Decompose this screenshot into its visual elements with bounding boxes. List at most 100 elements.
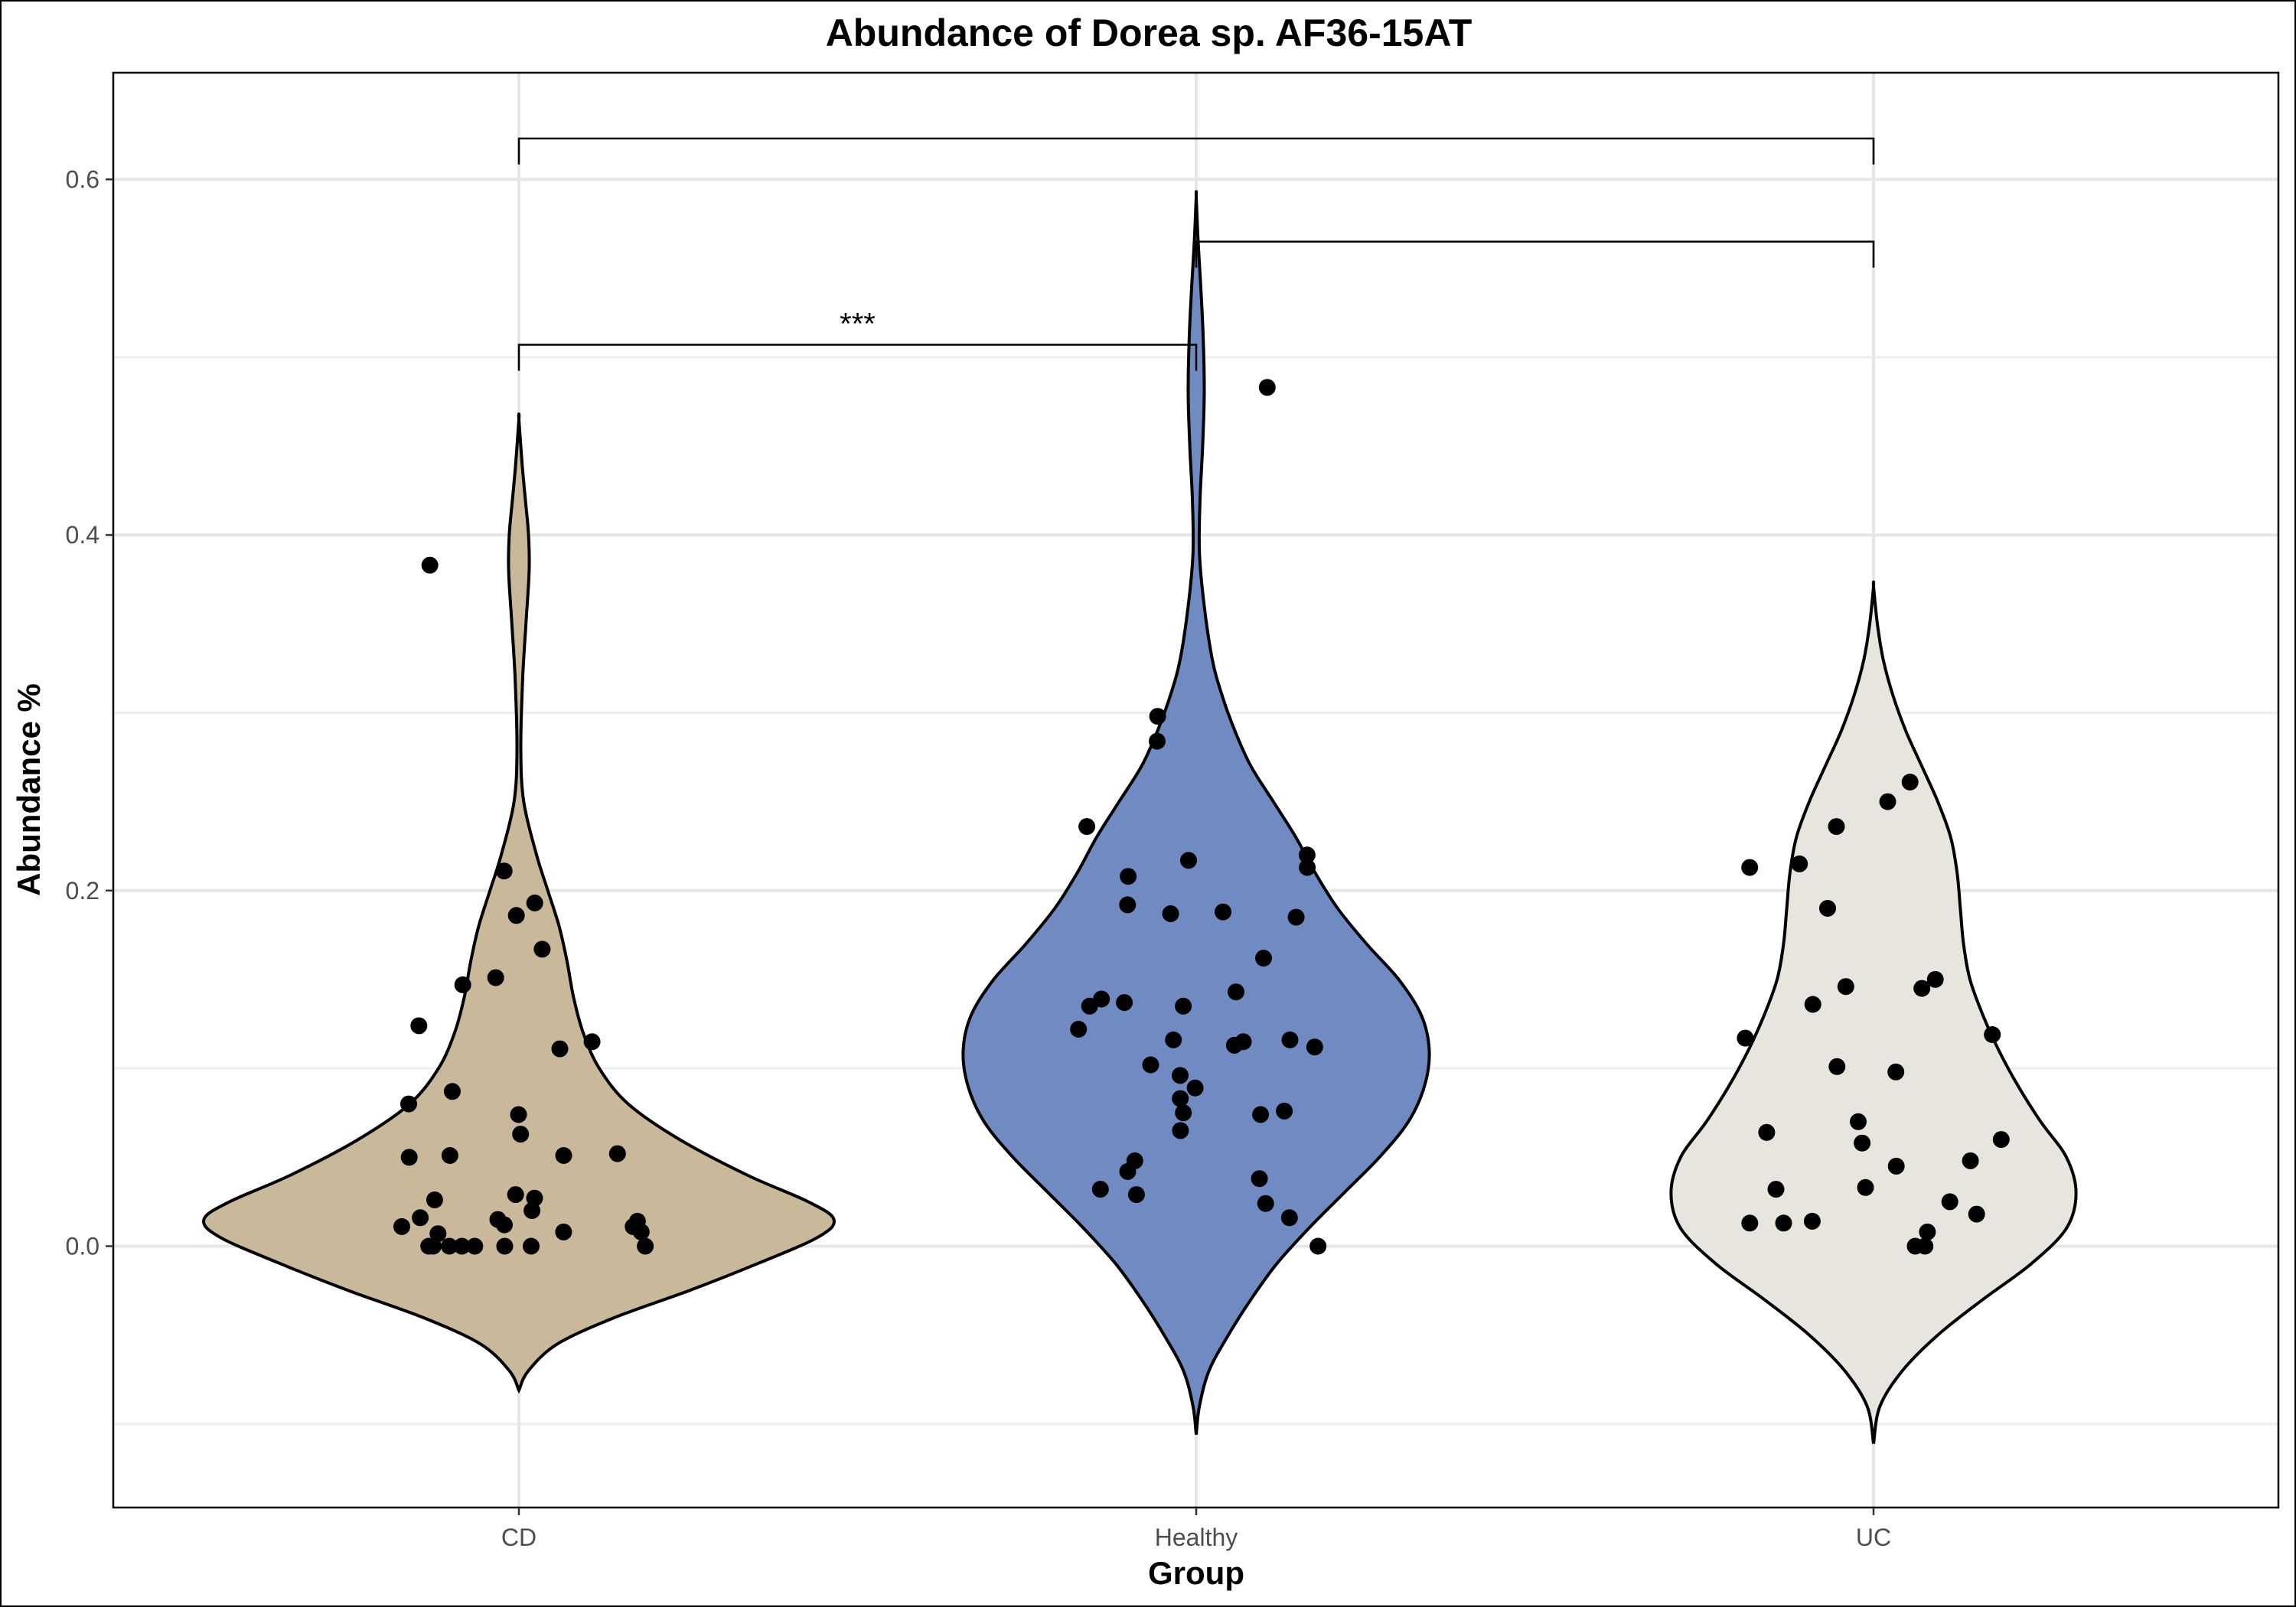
data-point-cd (489, 1211, 507, 1228)
data-point-healthy (1298, 846, 1316, 864)
data-point-healthy (1175, 997, 1192, 1015)
x-tick-label: CD (501, 1524, 536, 1551)
data-point-cd (410, 1017, 428, 1035)
data-point-cd (444, 1083, 461, 1100)
data-point-cd (583, 1033, 601, 1051)
x-tick-label: Healthy (1155, 1524, 1238, 1551)
data-point-cd (412, 1209, 429, 1227)
data-point-cd (496, 1237, 514, 1255)
data-point-uc (1803, 1212, 1821, 1230)
data-point-uc (1919, 1223, 1936, 1240)
data-point-healthy (1142, 1056, 1159, 1074)
data-point-healthy (1225, 1036, 1243, 1054)
data-point-healthy (1276, 1102, 1293, 1120)
significance-bracket (1195, 240, 1875, 268)
data-point-healthy (1172, 1067, 1189, 1084)
data-point-cd (393, 1217, 410, 1235)
data-point-uc (1775, 1214, 1792, 1232)
data-point-healthy (1116, 994, 1133, 1012)
violin-healthy (961, 190, 1431, 1435)
axes: 0.0 0.2 0.4 0.6 CD Healthy UC (66, 165, 1892, 1551)
data-point-cd (400, 1149, 418, 1166)
data-point-healthy (1180, 852, 1197, 869)
data-point-uc (1887, 1063, 1905, 1081)
data-point-uc (1968, 1205, 1985, 1223)
violins (202, 190, 2078, 1444)
data-point-healthy (1299, 859, 1316, 876)
x-tick-label: UC (1856, 1524, 1891, 1551)
data-point-healthy (1081, 997, 1098, 1015)
data-point-healthy (1119, 896, 1137, 914)
data-point-uc (1804, 996, 1821, 1013)
data-point-healthy (1175, 1104, 1192, 1122)
data-point-uc (1767, 1181, 1785, 1198)
data-point-uc (1913, 980, 1931, 997)
data-point-uc (1837, 978, 1854, 996)
data-point-cd (551, 1040, 569, 1058)
data-point-cd (507, 1186, 524, 1204)
y-tick-label: 0.4 (66, 521, 99, 549)
data-point-cd (555, 1147, 572, 1164)
data-point-cd (441, 1237, 458, 1255)
data-point-healthy (1255, 950, 1272, 967)
data-point-healthy (1078, 818, 1096, 836)
data-point-uc (1926, 970, 1944, 988)
data-point-healthy (1215, 903, 1231, 921)
data-point-healthy (1120, 868, 1137, 885)
significance-bracket (517, 344, 1198, 371)
data-point-uc (1857, 1178, 1874, 1196)
y-axis-title: Abundance % (11, 683, 47, 896)
data-point-uc (1887, 1157, 1905, 1175)
data-point-cd (637, 1237, 654, 1255)
data-point-uc (1850, 1113, 1867, 1130)
data-point-uc (1879, 793, 1896, 810)
data-point-healthy (1287, 908, 1305, 926)
significance-label: *** (840, 307, 876, 341)
data-point-healthy (1149, 732, 1166, 750)
data-points (393, 379, 2010, 1255)
data-point-uc (1854, 1134, 1871, 1152)
data-point-healthy (1149, 708, 1166, 725)
data-point-uc (1791, 855, 1808, 872)
chart-title: Abundance of Dorea sp. AF36-15AT (826, 11, 1473, 54)
data-point-uc (1941, 1193, 1958, 1211)
data-point-cd (487, 969, 504, 986)
data-point-uc (1819, 900, 1836, 917)
data-point-cd (400, 1095, 417, 1113)
data-point-healthy (1172, 1090, 1189, 1107)
data-point-cd (466, 1237, 484, 1255)
data-point-uc (1992, 1131, 2010, 1149)
data-point-uc (1828, 818, 1845, 836)
data-point-uc (1984, 1026, 2001, 1043)
data-point-uc (1741, 859, 1759, 876)
data-point-healthy (1257, 1195, 1274, 1212)
significance-bracket (517, 137, 1875, 165)
data-point-healthy (1280, 1209, 1298, 1227)
y-tick-label: 0.2 (66, 877, 99, 905)
data-point-uc (1828, 1058, 1846, 1075)
data-point-healthy (1165, 1031, 1182, 1048)
data-point-uc (1962, 1152, 1979, 1169)
data-point-cd (526, 1189, 543, 1207)
data-point-cd (523, 1202, 541, 1219)
violin-cd (202, 412, 836, 1394)
data-point-cd (526, 895, 543, 911)
data-point-healthy (1162, 905, 1179, 922)
x-axis-title: Group (1148, 1555, 1244, 1591)
data-point-healthy (1127, 1186, 1145, 1204)
data-point-cd (510, 1106, 527, 1123)
data-point-cd (426, 1191, 443, 1208)
data-point-cd (555, 1223, 572, 1240)
data-point-uc (1737, 1029, 1754, 1047)
data-point-uc (1906, 1237, 1924, 1255)
data-point-cd (507, 907, 525, 924)
data-point-healthy (1186, 1079, 1204, 1097)
data-point-healthy (1070, 1021, 1088, 1038)
data-point-healthy (1309, 1237, 1327, 1255)
data-point-healthy (1172, 1122, 1189, 1139)
data-point-healthy (1281, 1031, 1299, 1048)
data-point-uc (1758, 1123, 1776, 1141)
y-tick-label: 0.6 (66, 165, 99, 193)
data-point-cd (523, 1237, 540, 1255)
